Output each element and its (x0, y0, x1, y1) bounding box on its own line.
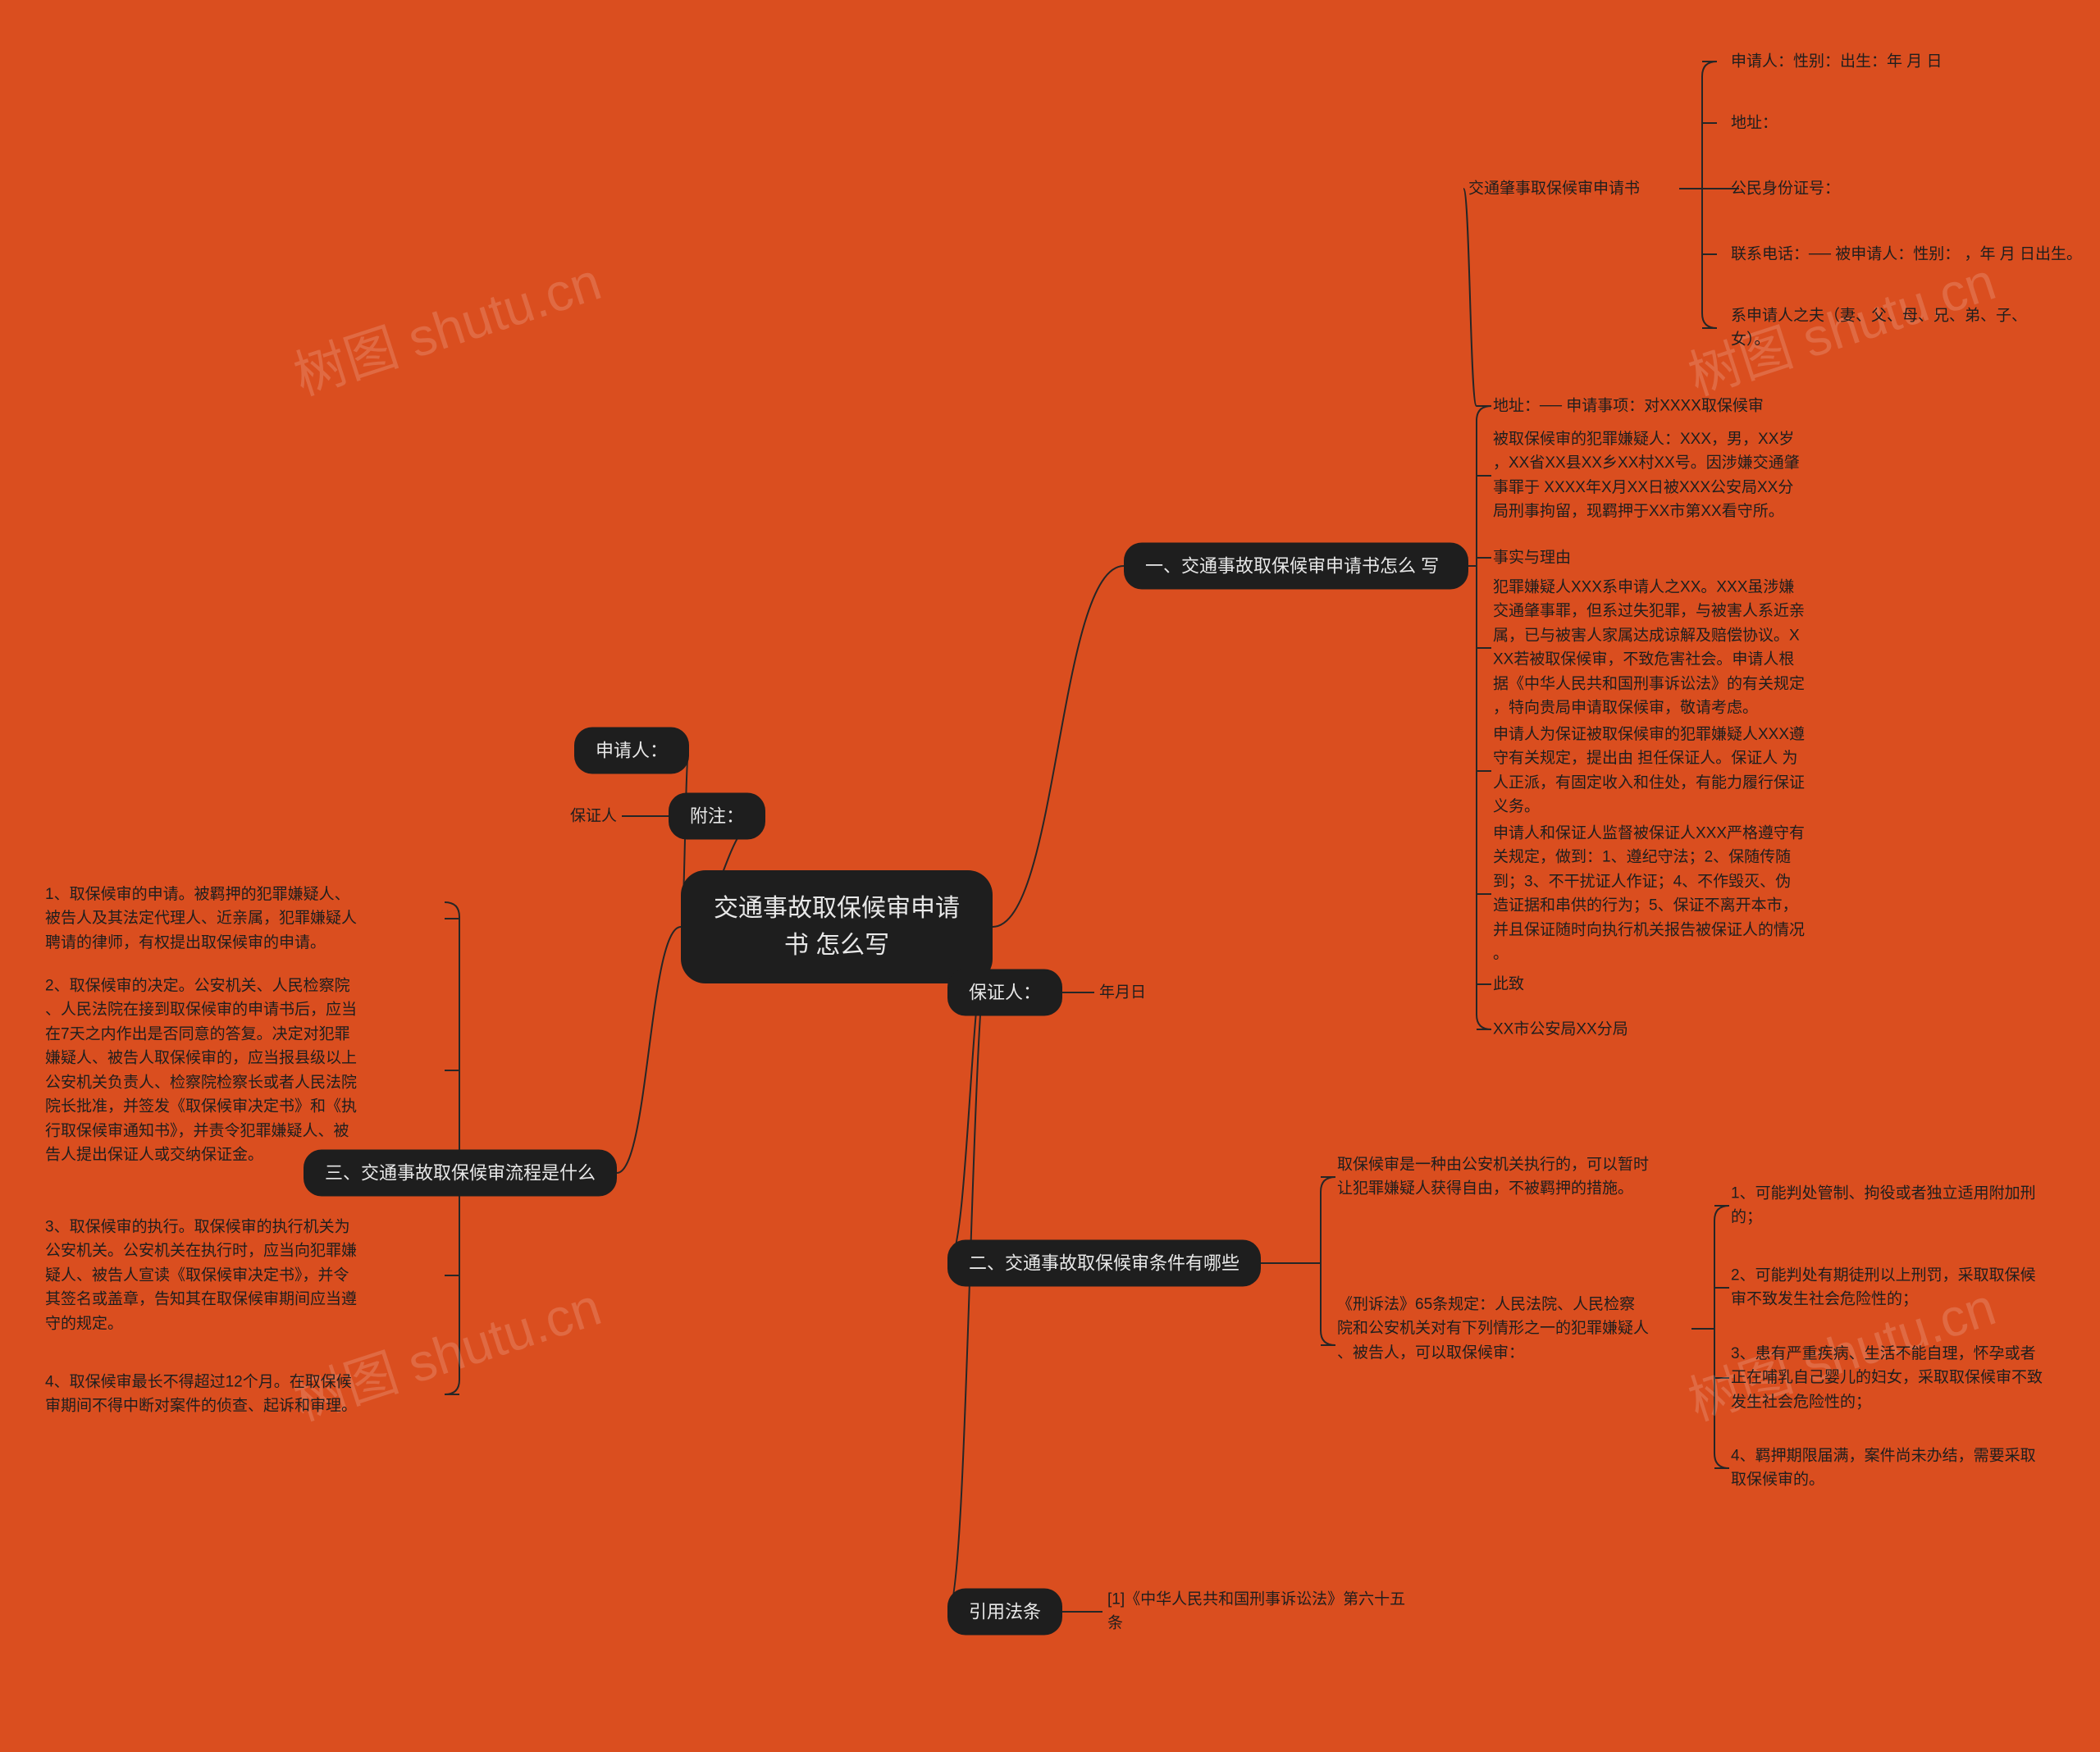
leaf-item: 地址： (1731, 111, 2100, 135)
leaf-item: 3、取保候审的执行。取保候审的执行机关为 公安机关。公安机关在执行时，应当向犯罪… (45, 1215, 472, 1335)
branch-note: 附注： (669, 793, 765, 840)
leaf-item: 公民身份证号： (1731, 176, 2100, 200)
leaf-item: 申请人：性别：出生：年 月 日 (1731, 49, 2100, 73)
branch-applicant: 申请人： (574, 728, 689, 774)
sec2-sub: 《刑诉法》65条规定：人民法院、人民检察 院和公安机关对有下列情形之一的犯罪嫌疑… (1337, 1293, 1714, 1365)
leaf-item: 1、可能判处管制、拘役或者独立适用附加刑 的； (1731, 1182, 2059, 1230)
leaf-item: 犯罪嫌疑人XXX系申请人之XX。XXX虽涉嫌 交通肇事罪，但系过失犯罪，与被害人… (1493, 576, 1870, 721)
sec2-intro: 取保候审是一种由公安机关执行的，可以暂时 让犯罪嫌疑人获得自由，不被羁押的措施。 (1337, 1153, 1714, 1202)
leaf-item: 事实与理由 (1493, 545, 1870, 569)
leaf-item: XX市公安局XX分局 (1493, 1017, 1870, 1041)
leaf-item: 2、取保候审的决定。公安机关、人民检察院 、人民法院在接到取保候审的申请书后，应… (45, 974, 472, 1167)
guarantor-leaf: 年月日 (1099, 980, 1146, 1004)
leaf-item: 申请人为保证被取保候审的犯罪嫌疑人XXX遵 守有关规定，提出由 担任保证人。保证… (1493, 723, 1870, 819)
leaf-item: 1、取保候审的申请。被羁押的犯罪嫌疑人、 被告人及其法定代理人、近亲属，犯罪嫌疑… (45, 883, 472, 955)
branch-guarantor: 保证人： (947, 970, 1062, 1016)
leaf-item: 3、患有严重疾病、生活不能自理，怀孕或者 正在哺乳自己婴儿的妇女，采取取保候审不… (1731, 1342, 2059, 1414)
branch-section-1: 一、交通事故取保候审申请书怎么 写 (1124, 543, 1468, 590)
leaf-item: 联系电话：── 被申请人：性别： ，年 月 日出生。 (1731, 242, 2100, 266)
watermark: 树图 shutu.cn (283, 240, 609, 409)
sec1-sub-label: 交通肇事取保候审申请书 (1468, 176, 1739, 200)
leaf-item: 此致 (1493, 972, 1870, 996)
branch-section-2: 二、交通事故取保候审条件有哪些 (947, 1240, 1261, 1287)
leaf-item: 2、可能判处有期徒刑以上刑罚，采取取保候 审不致发生社会危险性的； (1731, 1264, 2059, 1312)
leaf-item: 申请人和保证人监督被保证人XXX严格遵守有 关规定，做到：1、遵纪守法；2、保随… (1493, 822, 1870, 967)
leaf-item: 系申请人之夫（妻、父、母、兄、弟、子、 女）。 (1731, 304, 2100, 353)
note-leaf: 保证人 (570, 804, 617, 828)
leaf-item: 4、取保候审最长不得超过12个月。在取保候 审期间不得中断对案件的侦查、起诉和审… (45, 1371, 472, 1419)
citation-leaf: [1]《中华人民共和国刑事诉讼法》第六十五 条 (1107, 1588, 1436, 1636)
leaf-item: 地址：── 申请事项：对XXXX取保候审 (1493, 394, 1870, 417)
branch-citation: 引用法条 (947, 1589, 1062, 1636)
leaf-item: 被取保候审的犯罪嫌疑人：XXX，男，XX岁 ，XX省XX县XX乡XX村XX号。因… (1493, 427, 1870, 524)
leaf-item: 4、羁押期限届满，案件尚未办结，需要采取 取保候审的。 (1731, 1444, 2059, 1493)
root-node: 交通事故取保候审申请书 怎么写 (681, 870, 993, 983)
